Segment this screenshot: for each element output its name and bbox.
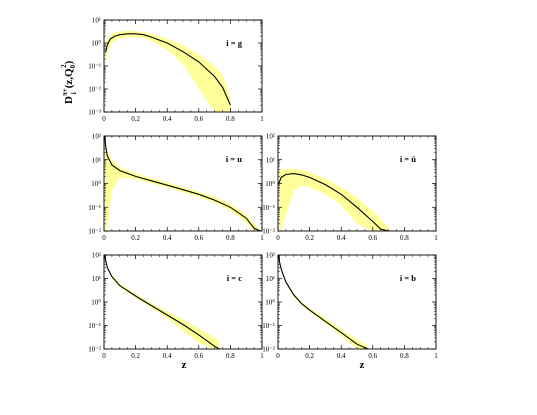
panel-label-gluon: i = g [226, 38, 242, 48]
y-tick-label: 10⁻² [88, 228, 101, 236]
y-tick-label: 10⁻² [262, 228, 275, 236]
y-tick-label: 10¹ [266, 156, 275, 164]
y-tick-label: 10¹ [92, 17, 101, 25]
x-tick-label: 0.2 [131, 352, 140, 360]
y-tick-label: 10⁻¹ [88, 322, 101, 330]
y-tick-label: 10¹ [92, 275, 101, 283]
central-curve-ubar [278, 173, 389, 231]
x-tick-label: 1 [260, 234, 264, 242]
x-tick-label: 0.6 [194, 115, 203, 123]
y-tick-label: 10² [266, 252, 275, 260]
panel-label-u: i = u [226, 154, 242, 164]
y-tick-label: 10¹ [92, 156, 101, 164]
x-axis-label-left: z [182, 359, 187, 371]
x-tick-label: 0.4 [163, 115, 172, 123]
uncertainty-band-ubar [278, 168, 389, 231]
y-tick-label: 10⁰ [265, 299, 275, 307]
x-axis-label-right: z [360, 359, 365, 371]
x-tick-label: 0.8 [226, 234, 235, 242]
uncertainty-band-c [104, 255, 220, 349]
x-tick-label: 0 [276, 234, 280, 242]
y-tick-label: 10⁻¹ [262, 204, 275, 212]
y-axis-label: Dπ+i (z,Q02) [60, 60, 78, 104]
y-tick-label: 10⁻¹ [88, 204, 101, 212]
y-tick-label: 10² [266, 133, 275, 141]
x-tick-label: 1 [434, 352, 438, 360]
x-tick-label: 0.6 [194, 352, 203, 360]
x-tick-label: 0.2 [305, 234, 314, 242]
y-tick-label: 10⁻³ [88, 109, 101, 117]
y-label-sub: i [70, 92, 78, 94]
x-tick-label: 0 [102, 115, 106, 123]
panel-label-b: i = b [400, 273, 416, 283]
uncertainty-band-b [278, 255, 369, 349]
y-tick-label: 10² [92, 252, 101, 260]
x-tick-label: 0.8 [226, 352, 235, 360]
x-tick-label: 0.6 [194, 234, 203, 242]
uncertainty-band-gluon [105, 31, 231, 112]
panel-u: 0 0.2 0.4 0.6 0.8 1 10⁻² 10⁻¹ 10⁰ 10¹ 10² i = u [88, 133, 264, 243]
y-tick-label: 10⁰ [91, 180, 101, 188]
y-tick-label: 10¹ [266, 275, 275, 283]
y-tick-label: 10⁻² [88, 86, 101, 94]
x-tick-label: 0.4 [163, 352, 172, 360]
panel-gluon: 0 0.2 0.4 0.6 0.8 1 10⁻³ 10⁻² 10⁻¹ 10⁰ 10¹ i = g [88, 17, 264, 124]
central-curve-gluon [105, 33, 231, 106]
y-label-sup: π+ [61, 88, 69, 96]
central-curve-u [104, 136, 261, 231]
panel-label-ubar: i = ū [400, 154, 416, 164]
y-tick-label: 10² [92, 133, 101, 141]
x-tick-label: 1 [260, 115, 264, 123]
x-tick-label: 0.8 [400, 352, 409, 360]
y-tick-label: 10⁻¹ [262, 322, 275, 330]
y-label-close: ) [63, 60, 75, 64]
x-tick-label: 0.6 [368, 234, 377, 242]
panel-c: 0 0.2 0.4 0.6 0.8 1 10⁻² 10⁻¹ 10⁰ 10¹ 10² i = c [88, 252, 264, 361]
x-tick-label: 0.2 [131, 115, 140, 123]
y-label-argsup: 2 [60, 64, 68, 68]
svg-text:Dπ+i(z,Q02): Dπ+i (z,Q02) [60, 60, 78, 104]
y-label-argsub: 0 [69, 64, 77, 68]
central-curve-c [104, 255, 220, 349]
plot-frame-c [103, 254, 263, 350]
y-label-arg: (z,Q [63, 68, 75, 88]
x-tick-label: 0.4 [337, 234, 346, 242]
x-tick-label: 0.4 [163, 234, 172, 242]
uncertainty-band-u [104, 136, 261, 231]
panel-label-c: i = c [227, 273, 242, 283]
x-tick-label: 0.2 [131, 234, 140, 242]
y-tick-label: 10⁻² [88, 346, 101, 354]
y-tick-label: 10⁻¹ [88, 63, 101, 71]
y-tick-label: 10⁰ [265, 180, 275, 188]
x-tick-label: 0 [102, 234, 106, 242]
x-tick-label: 0.4 [337, 352, 346, 360]
y-tick-label: 10⁻² [262, 346, 275, 354]
x-tick-label: 1 [434, 234, 438, 242]
x-tick-label: 0.8 [226, 115, 235, 123]
y-label-main: D [63, 96, 75, 104]
y-tick-label: 10⁰ [91, 299, 101, 307]
x-tick-label: 0.8 [400, 234, 409, 242]
x-tick-label: 1 [260, 352, 264, 360]
x-tick-label: 0 [102, 352, 106, 360]
central-curve-b [278, 255, 369, 349]
x-tick-label: 0.2 [305, 352, 314, 360]
y-tick-label: 10⁰ [91, 40, 101, 48]
x-tick-label: 0 [276, 352, 280, 360]
x-tick-label: 0.6 [368, 352, 377, 360]
